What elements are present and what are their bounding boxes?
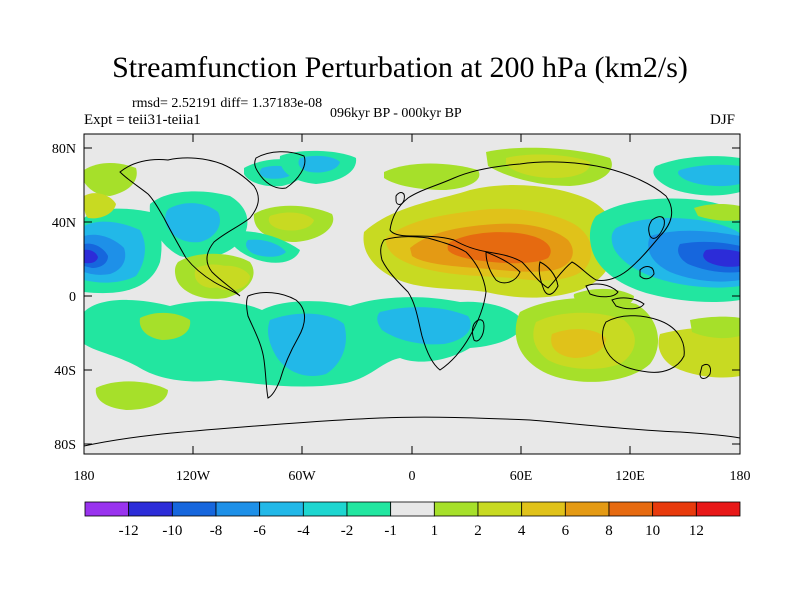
chart-title: Streamfunction Perturbation at 200 hPa (… bbox=[112, 51, 688, 84]
lat-tick-label: 80S bbox=[54, 438, 76, 453]
colorbar-swatch bbox=[477, 501, 523, 517]
colorbar-label: 8 bbox=[605, 523, 613, 539]
colorbar-swatch bbox=[564, 501, 610, 517]
colorbar-label: -10 bbox=[162, 523, 182, 539]
colorbar-label: 12 bbox=[689, 523, 704, 539]
lat-axis: 80N 40N 0 40S 80S bbox=[52, 142, 740, 453]
colorbar-swatch bbox=[171, 501, 217, 517]
colorbar-label: -6 bbox=[253, 523, 266, 539]
season-label: DJF bbox=[710, 112, 736, 128]
colorbar-label: 1 bbox=[431, 523, 439, 539]
colorbar-label: 2 bbox=[474, 523, 482, 539]
colorbar-label: -4 bbox=[297, 523, 310, 539]
colorbar-label: -2 bbox=[341, 523, 354, 539]
lon-tick-label: 120W bbox=[176, 469, 211, 484]
colorbar-label: 6 bbox=[562, 523, 570, 539]
streamfunction-contours bbox=[84, 147, 740, 410]
lat-tick-label: 80N bbox=[52, 142, 76, 157]
colorbar-label: -8 bbox=[210, 523, 223, 539]
lon-axis: 180 120W 60W 0 60E 120E 180 bbox=[74, 134, 751, 484]
lon-tick-label: 0 bbox=[409, 469, 416, 484]
lon-tick-label: 180 bbox=[730, 469, 751, 484]
colorbar: -12 -10 -8 -6 -4 -2 -1 1 2 4 6 8 10 12 bbox=[84, 501, 741, 539]
colorbar-swatch bbox=[433, 501, 479, 517]
colorbar-swatch bbox=[259, 501, 304, 517]
colorbar-swatch bbox=[128, 501, 173, 517]
colorbar-swatch bbox=[521, 501, 566, 517]
experiment-label: Expt = teii31-teiia1 bbox=[84, 112, 201, 128]
lon-tick-label: 60E bbox=[510, 469, 533, 484]
stats-text: rmsd= 2.52191 diff= 1.37183e-08 bbox=[132, 96, 323, 111]
colorbar-label: -12 bbox=[119, 523, 139, 539]
colorbar-label: 4 bbox=[518, 523, 526, 539]
map-panel bbox=[83, 133, 741, 455]
coastlines bbox=[84, 151, 740, 447]
colorbar-swatch bbox=[84, 501, 130, 517]
colorbar-label: -1 bbox=[384, 523, 397, 539]
colorbar-swatch bbox=[302, 501, 348, 517]
lat-tick-label: 0 bbox=[69, 290, 76, 305]
lon-tick-label: 180 bbox=[74, 469, 95, 484]
colorbar-label: 10 bbox=[645, 523, 660, 539]
lat-tick-label: 40N bbox=[52, 216, 76, 231]
colorbar-swatch bbox=[346, 501, 392, 517]
colorbar-swatch bbox=[608, 501, 654, 517]
colorbar-swatch bbox=[695, 501, 741, 517]
colorbar-swatch bbox=[652, 501, 697, 517]
lon-tick-label: 60W bbox=[288, 469, 316, 484]
lat-tick-label: 40S bbox=[54, 364, 76, 379]
period-label: 096kyr BP - 000kyr BP bbox=[330, 106, 462, 121]
colorbar-swatch bbox=[390, 501, 435, 517]
lon-tick-label: 120E bbox=[615, 469, 645, 484]
colorbar-swatch bbox=[215, 501, 261, 517]
